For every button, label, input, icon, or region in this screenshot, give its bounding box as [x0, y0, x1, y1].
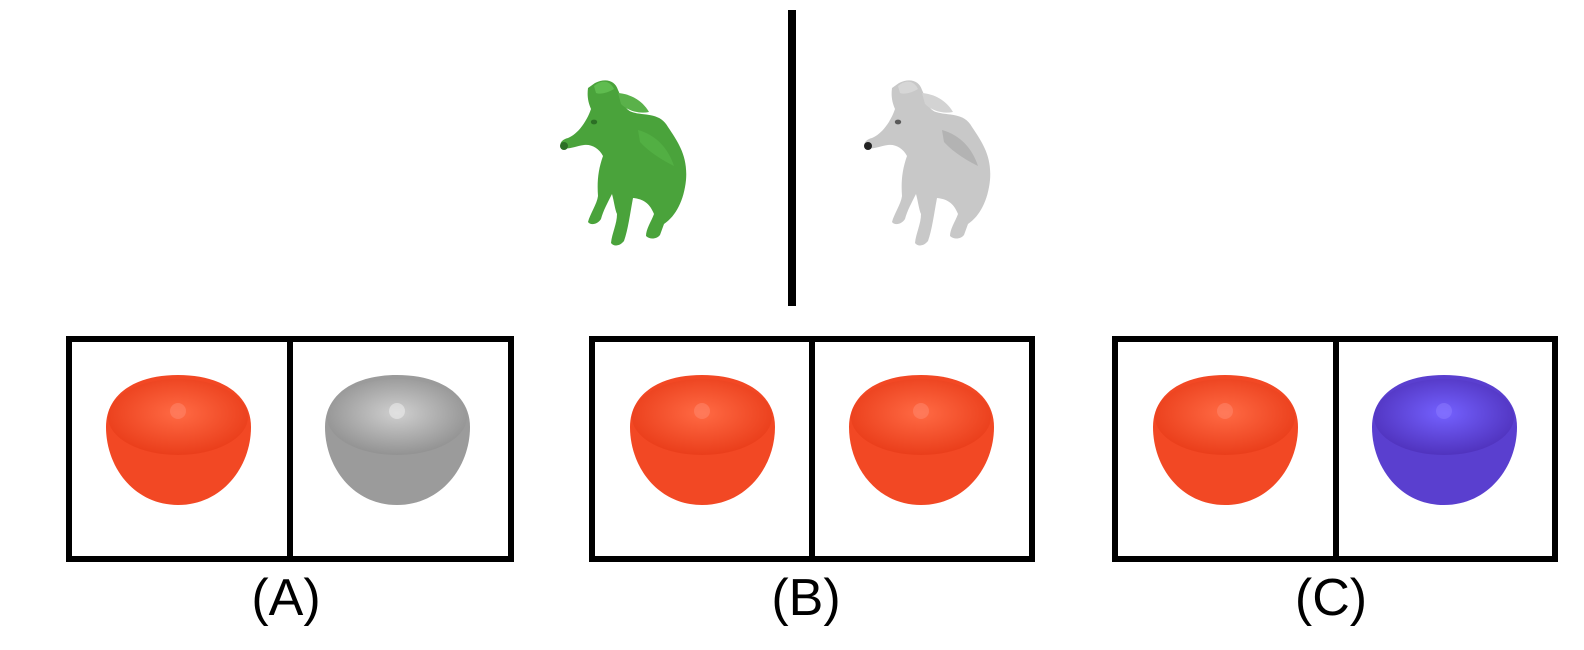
orange-half-icon — [1153, 375, 1298, 505]
option-label-a: (A) — [251, 569, 321, 627]
option-panel-a[interactable] — [66, 336, 514, 562]
orange-half-icon — [106, 375, 251, 505]
orange-half-icon — [1372, 375, 1517, 505]
orange-half-icon — [849, 375, 994, 505]
orange-half-icon — [325, 375, 470, 505]
option-label-b: (B) — [771, 569, 841, 627]
dog-icon — [864, 80, 991, 246]
dog-icon — [560, 80, 687, 246]
option-panel-c[interactable] — [1112, 336, 1558, 562]
option-panel-b[interactable] — [589, 336, 1035, 562]
orange-half-icon — [630, 375, 775, 505]
option-label-c: (C) — [1294, 569, 1368, 627]
